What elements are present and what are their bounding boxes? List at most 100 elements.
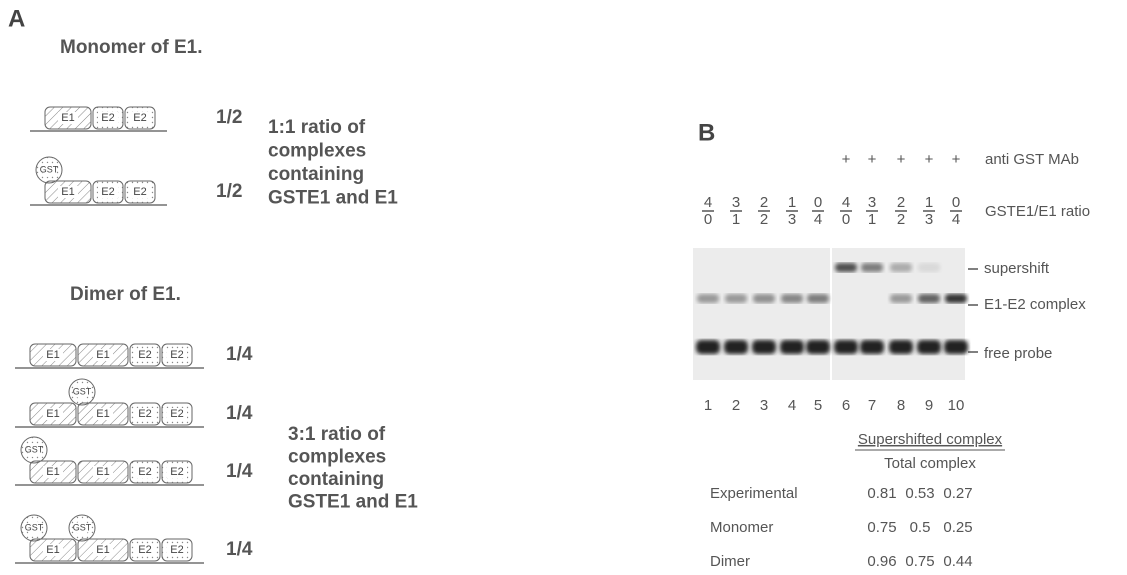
fraction: 1/4 <box>226 539 253 560</box>
note: GSTE1 and E1 <box>268 188 398 209</box>
panel-label: A <box>8 5 25 32</box>
domain-label: E1 <box>96 466 109 478</box>
row-label: Monomer <box>710 519 773 536</box>
domain-label: E1 <box>46 408 59 420</box>
ratio-bottom: 0 <box>704 211 712 228</box>
panel-label: B <box>698 119 715 146</box>
band <box>753 294 775 303</box>
cell: 0.75 <box>867 519 896 536</box>
note: complexes <box>288 447 386 468</box>
lane-number: 9 <box>925 397 933 414</box>
band <box>835 263 857 272</box>
ratio-bottom: 4 <box>814 211 822 228</box>
note: containing <box>268 164 364 185</box>
ratio-top: 2 <box>897 194 905 211</box>
lane-number: 1 <box>704 397 712 414</box>
note: 3:1 ratio of <box>288 424 386 445</box>
plus-sign: + <box>925 151 934 168</box>
cell: 0.53 <box>905 485 934 502</box>
ratio-top: 0 <box>814 194 822 211</box>
ratio-top: 3 <box>732 194 740 211</box>
lane-number: 8 <box>897 397 905 414</box>
domain-label: E2 <box>101 112 114 124</box>
band <box>889 340 913 354</box>
treatment-label: anti GST MAb <box>985 151 1079 168</box>
table-header: Supershifted complex <box>858 431 1003 448</box>
band <box>917 340 941 354</box>
band <box>780 340 804 354</box>
ratio-top: 1 <box>788 194 796 211</box>
tag-label: GST <box>40 164 59 174</box>
ratio-bottom: 2 <box>760 211 768 228</box>
band <box>918 294 940 303</box>
plus-sign: + <box>897 151 906 168</box>
ratio-top: 4 <box>704 194 712 211</box>
domain-label: E1 <box>46 349 59 361</box>
row-label: Experimental <box>710 485 798 502</box>
cell: 0.44 <box>943 553 972 570</box>
lane-number: 10 <box>948 397 965 414</box>
ratio-bottom: 2 <box>897 211 905 228</box>
domain-label: E1 <box>46 466 59 478</box>
ratio-top: 1 <box>925 194 933 211</box>
band-label: E1-E2 complex <box>984 296 1086 313</box>
band-label: free probe <box>984 345 1052 362</box>
band <box>860 340 884 354</box>
domain-label: E2 <box>138 408 151 420</box>
ratio-bottom: 1 <box>868 211 876 228</box>
domain-label: E2 <box>101 186 114 198</box>
band <box>807 294 829 303</box>
section-title: Monomer of E1. <box>60 37 203 58</box>
band <box>724 340 748 354</box>
band <box>890 263 912 272</box>
plus-sign: + <box>868 151 877 168</box>
fraction: 1/4 <box>226 461 253 482</box>
band <box>918 263 940 272</box>
note: GSTE1 and E1 <box>288 492 418 513</box>
band <box>752 340 776 354</box>
band <box>697 294 719 303</box>
note: complexes <box>268 141 366 162</box>
domain-label: E1 <box>96 544 109 556</box>
band <box>861 263 883 272</box>
domain-label: E2 <box>170 466 183 478</box>
tag-label: GST <box>73 386 92 396</box>
table-subheader: Total complex <box>884 455 976 472</box>
ratio-label: GSTE1/E1 ratio <box>985 203 1090 220</box>
fraction: 1/2 <box>216 181 242 202</box>
fraction: 1/2 <box>216 107 242 128</box>
lane-number: 6 <box>842 397 850 414</box>
band <box>890 294 912 303</box>
row-label: Dimer <box>710 553 750 570</box>
band <box>834 340 858 354</box>
domain-label: E2 <box>138 466 151 478</box>
lane-number: 3 <box>760 397 768 414</box>
tag-label: GST <box>73 522 92 532</box>
domain-label: E2 <box>138 349 151 361</box>
ratio-top: 2 <box>760 194 768 211</box>
plus-sign: + <box>952 151 961 168</box>
note: 1:1 ratio of <box>268 117 366 138</box>
domain-label: E2 <box>133 112 146 124</box>
domain-label: E2 <box>170 408 183 420</box>
ratio-top: 3 <box>868 194 876 211</box>
ratio-bottom: 0 <box>842 211 850 228</box>
domain-label: E1 <box>61 186 74 198</box>
ratio-bottom: 3 <box>925 211 933 228</box>
band <box>725 294 747 303</box>
ratio-bottom: 4 <box>952 211 960 228</box>
fraction: 1/4 <box>226 403 253 424</box>
figure: A B Monomer of E1. Dimer of E1. anti GST… <box>0 0 1127 575</box>
ratio-bottom: 1 <box>732 211 740 228</box>
lane-number: 2 <box>732 397 740 414</box>
cell: 0.81 <box>867 485 896 502</box>
band <box>944 340 968 354</box>
domain-label: E1 <box>96 349 109 361</box>
band <box>781 294 803 303</box>
ratio-top: 0 <box>952 194 960 211</box>
band <box>806 340 830 354</box>
band <box>945 294 967 303</box>
note: containing <box>288 469 384 490</box>
cell: 0.27 <box>943 485 972 502</box>
domain-label: E1 <box>61 112 74 124</box>
